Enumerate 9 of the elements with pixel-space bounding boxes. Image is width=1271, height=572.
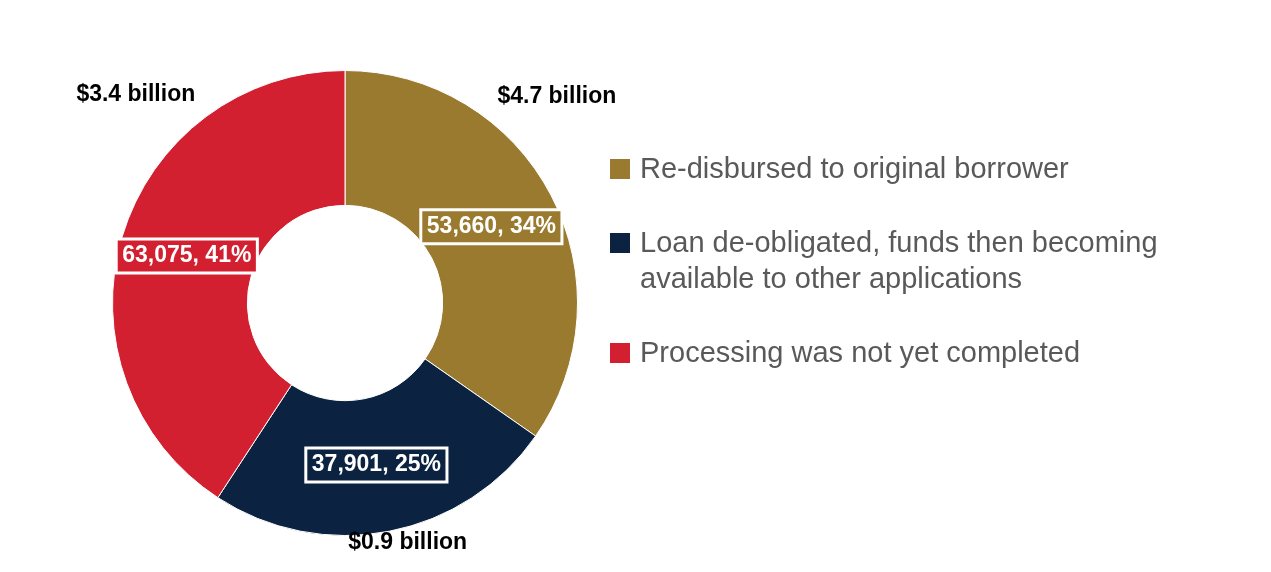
text: $3.4 billion — [76, 79, 196, 106]
legend-label: Re-disbursed to original borrower — [640, 151, 1069, 186]
data-label: 53,660, 34% — [426, 212, 556, 239]
text: $0.9 billion — [348, 528, 468, 555]
data-label: 37,901, 25% — [311, 450, 441, 477]
text: $4.7 billion — [497, 81, 617, 108]
legend-label: Processing was not yet completed — [640, 335, 1081, 370]
legend-label: Loan de-obligated, funds then becoming available to other applications — [640, 225, 1159, 296]
data-label: 63,075, 41% — [122, 241, 252, 268]
